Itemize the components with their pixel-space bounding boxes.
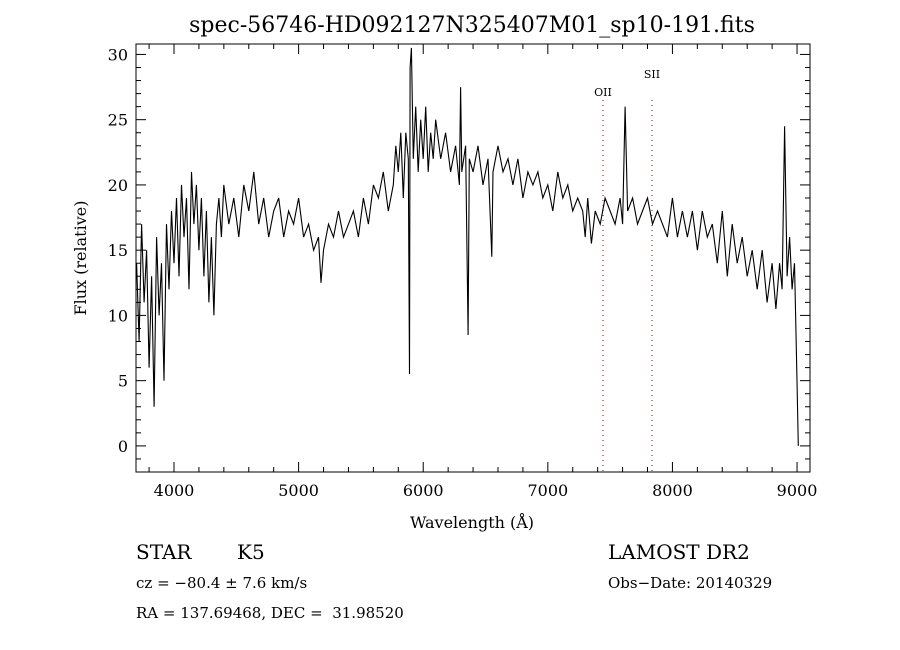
object-class: STAR	[136, 540, 192, 564]
subclass: K5	[237, 540, 265, 564]
x-tick-label: 5000	[278, 481, 319, 500]
y-tick-label: 25	[108, 111, 128, 130]
x-tick-label: 8000	[652, 481, 693, 500]
plot-frame	[135, 43, 811, 473]
y-tick-label: 10	[108, 306, 128, 325]
coordinates: RA = 137.69468, DEC = 31.98520	[136, 604, 404, 622]
line-marker-label: OII	[594, 86, 612, 99]
y-tick-label: 20	[108, 176, 128, 195]
y-tick-label: 30	[108, 45, 128, 64]
y-tick-label: 15	[108, 241, 128, 260]
survey-name: LAMOST DR2	[608, 540, 750, 564]
line-marker-label: SII	[644, 68, 660, 81]
x-tick-label: 9000	[777, 481, 818, 500]
x-tick-label: 7000	[527, 481, 568, 500]
spectrum-line	[136, 47, 799, 446]
x-tick-label: 4000	[154, 481, 195, 500]
x-axis-label: Wavelength (Å)	[410, 512, 534, 532]
obs-date: Obs−Date: 20140329	[608, 574, 773, 592]
y-axis-label: Flux (relative)	[71, 201, 90, 316]
chart-title: spec-56746-HD092127N325407M01_sp10-191.f…	[189, 13, 755, 38]
redshift-cz: cz = −80.4 ± 7.6 km/s	[136, 574, 308, 592]
y-tick-label: 5	[118, 372, 128, 391]
y-tick-label: 0	[118, 437, 128, 456]
x-tick-label: 6000	[403, 481, 444, 500]
